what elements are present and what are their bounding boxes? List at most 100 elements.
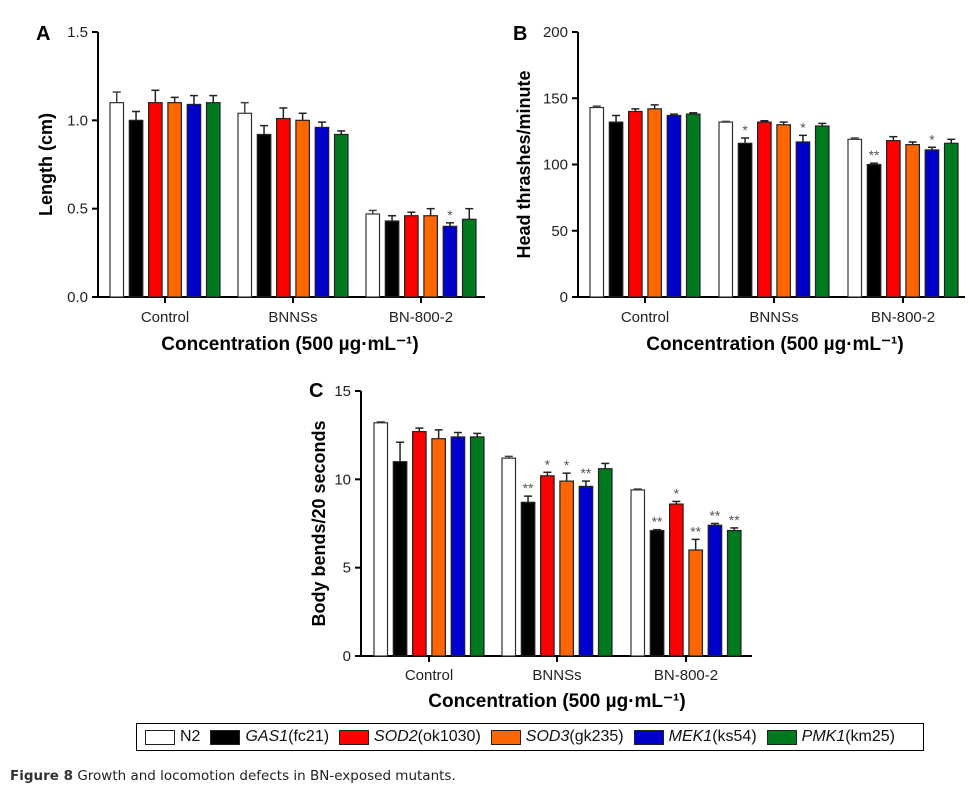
y-tick-label: 0.5 bbox=[67, 201, 88, 218]
bar-mek1 bbox=[578, 485, 594, 657]
bar-sod2 bbox=[539, 475, 555, 657]
significance-marker: ** bbox=[709, 508, 720, 524]
x-tick-label: BN-800-2 bbox=[389, 309, 453, 326]
x-tick-label: BNNSs bbox=[268, 309, 317, 326]
y-tick-label: 1.5 bbox=[67, 24, 88, 41]
bar-gas1 bbox=[649, 529, 665, 657]
bar-mek1 bbox=[666, 114, 682, 298]
bar-sod3 bbox=[167, 102, 182, 298]
bar-sod3 bbox=[431, 438, 446, 657]
bar-sod3 bbox=[559, 480, 575, 657]
legend-swatch bbox=[210, 729, 241, 745]
caption-label: Figure 8 bbox=[10, 768, 74, 784]
panel-letter: A bbox=[36, 23, 50, 45]
bar-sod2 bbox=[627, 110, 643, 298]
legend-name: N2 bbox=[180, 728, 201, 745]
bar-sod3 bbox=[688, 549, 704, 657]
significance-marker: ** bbox=[580, 465, 591, 481]
x-tick-label: BN-800-2 bbox=[871, 309, 935, 326]
bar-gas1 bbox=[392, 461, 408, 657]
bar-mek1 bbox=[924, 149, 940, 298]
x-axis-label: Concentration (500 µg·mL⁻¹) bbox=[428, 691, 685, 712]
bar-pmk1 bbox=[814, 125, 830, 298]
bar-pmk1 bbox=[943, 142, 959, 298]
bar-pmk1 bbox=[205, 102, 221, 298]
legend-gene: GAS1 bbox=[245, 728, 289, 745]
bar-gas1 bbox=[520, 501, 536, 657]
bar-sod3 bbox=[295, 119, 310, 298]
x-tick-label: BNNSs bbox=[749, 309, 798, 326]
figure-caption: Figure 8 Growth and locomotion defects i… bbox=[10, 768, 456, 784]
legend-allele: (ks54) bbox=[712, 728, 757, 745]
bar-gas1 bbox=[866, 163, 882, 298]
bar-pmk1 bbox=[469, 436, 485, 657]
bar-sod3 bbox=[776, 124, 792, 298]
y-axis-label: Body bends/20 seconds bbox=[309, 420, 329, 626]
legend-swatch bbox=[766, 729, 797, 745]
legend-allele: (gk235) bbox=[569, 728, 624, 745]
legend-gene: PMK1 bbox=[801, 728, 846, 745]
bar-mek1 bbox=[795, 141, 811, 298]
significance-marker: ** bbox=[869, 147, 880, 163]
bar-sod2 bbox=[276, 117, 291, 298]
bar-n2 bbox=[501, 457, 517, 657]
y-tick-label: 5 bbox=[343, 560, 351, 577]
legend-item: MEK1 (ks54) bbox=[633, 728, 757, 746]
bar-mek1 bbox=[707, 524, 723, 657]
bar-n2 bbox=[109, 102, 125, 298]
significance-marker: ** bbox=[652, 514, 663, 530]
bar-sod3 bbox=[905, 144, 921, 298]
bar-sod2 bbox=[412, 431, 427, 657]
significance-marker: * bbox=[545, 456, 551, 472]
bar-sod3 bbox=[647, 108, 663, 298]
legend-allele: (fc21) bbox=[288, 728, 330, 745]
chart-panel-b: B 0 50 100 150 200 Head thrashes/minute Control… bbox=[513, 23, 965, 355]
bar-sod2 bbox=[148, 102, 163, 298]
bar-gas1 bbox=[128, 119, 144, 298]
bar-n2 bbox=[718, 121, 734, 298]
figure-canvas: A 0.0 0.5 1.0 1.5 Length (cm) Control BNNSs * BN-… bbox=[36, 23, 965, 712]
legend-gene: SOD3 bbox=[525, 728, 570, 745]
bar-mek1 bbox=[450, 436, 466, 657]
bar-n2 bbox=[373, 422, 389, 657]
y-tick-label: 0 bbox=[560, 289, 568, 306]
legend-allele: (ok1030) bbox=[417, 728, 481, 745]
legend-swatch bbox=[633, 729, 664, 745]
x-axis-label: Concentration (500 µg·mL⁻¹) bbox=[161, 334, 418, 355]
bar-pmk1 bbox=[461, 218, 477, 298]
legend-swatch bbox=[145, 729, 175, 745]
bar-sod2 bbox=[668, 503, 684, 657]
significance-marker: * bbox=[447, 207, 453, 223]
y-tick-label: 15 bbox=[334, 383, 351, 400]
x-tick-label: BNNSs bbox=[532, 667, 581, 684]
bar-gas1 bbox=[608, 121, 624, 298]
legend-allele: (km25) bbox=[845, 728, 895, 745]
bar-sod2 bbox=[756, 121, 772, 298]
significance-marker: ** bbox=[523, 480, 534, 496]
y-tick-label: 100 bbox=[543, 157, 568, 174]
bar-sod2 bbox=[885, 140, 901, 298]
bar-pmk1 bbox=[685, 113, 701, 298]
significance-marker: * bbox=[929, 131, 935, 147]
bar-sod3 bbox=[423, 215, 438, 298]
y-tick-label: 10 bbox=[334, 471, 351, 488]
chart-panel-a: A 0.0 0.5 1.0 1.5 Length (cm) Control BNNSs * BN-… bbox=[36, 23, 485, 355]
legend-item: PMK1 (km25) bbox=[766, 728, 895, 746]
x-tick-label: Control bbox=[405, 667, 453, 684]
panel-letter: B bbox=[513, 23, 527, 45]
legend-gene: MEK1 bbox=[668, 728, 713, 745]
bar-sod2 bbox=[404, 215, 419, 298]
legend-item: SOD3 (gk235) bbox=[490, 728, 624, 746]
significance-marker: * bbox=[742, 122, 748, 138]
caption-text: Growth and locomotion defects in BN-expo… bbox=[73, 768, 456, 784]
legend-gene: SOD2 bbox=[374, 728, 418, 745]
bar-n2 bbox=[630, 489, 646, 657]
legend: N2 GAS1 (fc21) SOD2 (ok1030) SOD3 (gk235) ME… bbox=[136, 723, 924, 751]
y-tick-label: 1.0 bbox=[67, 112, 88, 129]
legend-item: N2 bbox=[145, 728, 200, 746]
y-tick-label: 200 bbox=[543, 24, 568, 41]
bar-gas1 bbox=[737, 142, 753, 298]
x-tick-label: BN-800-2 bbox=[654, 667, 718, 684]
bar-mek1 bbox=[442, 225, 458, 298]
significance-marker: * bbox=[674, 485, 680, 501]
